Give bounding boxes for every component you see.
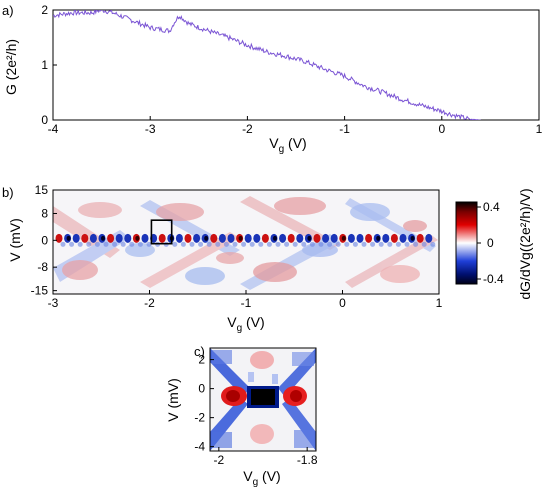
ytick-label: 1 (41, 58, 48, 72)
ytick-label: 2 (198, 353, 205, 367)
panel-b-xlabel: Vg (V) (227, 314, 264, 334)
panel-b-label: b) (2, 185, 14, 200)
ytick-label: 0 (41, 113, 48, 127)
ytick-label: -15 (31, 284, 49, 298)
xtick-label: -3 (48, 296, 59, 310)
xtick-label: 1 (436, 296, 443, 310)
panel-b-heatmap (53, 190, 439, 294)
xtick-label: -3 (145, 122, 156, 136)
panel-c-heatmap (210, 348, 316, 451)
xtick-label: -1 (241, 296, 252, 310)
panel-a-ticks: -4 -3 -2 -1 0 1 0 1 2 (41, 3, 542, 136)
xtick-label: -1.8 (297, 453, 318, 467)
ytick-label: 0 (41, 233, 48, 247)
panel-a-conductance-line (53, 10, 481, 120)
ytick-label: 8 (41, 206, 48, 220)
colorbar: 0.4 0 -0.4 dG/dVg((2e²/h)/V) (455, 188, 533, 300)
panel-c-xlabel: Vg (V) (243, 468, 280, 488)
colorbar-tick-min: -0.4 (483, 272, 504, 286)
xtick-label: -4 (48, 122, 59, 136)
panel-a: a) -4 -3 -2 -1 0 1 0 1 2 G (2e²/h) Vg (V) (2, 3, 543, 155)
colorbar-label: dG/dVg((2e²/h)/V) (517, 188, 533, 299)
panel-a-ylabel: G (2e²/h) (3, 39, 19, 95)
panel-c-label: c) (194, 344, 205, 359)
panel-a-xlabel: Vg (V) (269, 135, 306, 155)
panel-a-label: a) (2, 3, 14, 18)
panel-a-frame (52, 9, 540, 121)
xtick-label: -2 (144, 296, 155, 310)
panel-c-ticks: -2 -1.8 2 0 -2 -4 (194, 353, 317, 467)
panel-b-ylabel: V (mV) (7, 218, 23, 262)
panel-b-zoom-box (150, 219, 173, 245)
colorbar-gradient (455, 201, 478, 285)
ytick-label: -2 (194, 411, 205, 425)
panel-b-ticks: -3 -2 -1 0 1 15 8 0 -8 -15 (31, 183, 443, 310)
xtick-label: 0 (438, 122, 445, 136)
panel-c: c) -2 -1.8 2 0 -2 -4 (165, 344, 318, 488)
colorbar-tick-max: 0.4 (483, 200, 500, 214)
ytick-label: -4 (194, 440, 205, 454)
ytick-label: 15 (35, 183, 49, 197)
xtick-label: -2 (213, 453, 224, 467)
panel-b: b) (2, 183, 443, 334)
xtick-label: 1 (536, 122, 543, 136)
ytick-label: 2 (41, 3, 48, 17)
xtick-label: -2 (242, 122, 253, 136)
panel-c-ylabel: V (mV) (165, 378, 181, 422)
xtick-label: -1 (339, 122, 350, 136)
ytick-label: 0 (198, 382, 205, 396)
xtick-label: 0 (339, 296, 346, 310)
colorbar-tick-zero: 0 (487, 236, 494, 250)
panel-c-frame (209, 347, 317, 452)
ytick-label: -8 (37, 260, 48, 274)
